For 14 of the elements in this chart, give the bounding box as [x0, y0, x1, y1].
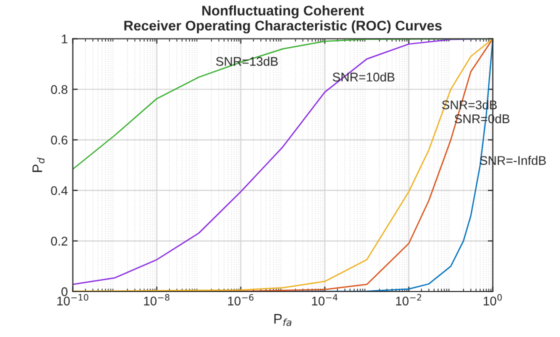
x-tick-label: 10$^{0}$	[484, 294, 502, 306]
x-tick-label: 10$^{−6}$	[228, 294, 254, 306]
y-tick-label: 1	[62, 34, 68, 44]
y-tick-label: 0	[61, 287, 68, 296]
x-tick-label: 10$^{−2}$	[396, 294, 422, 306]
y-tick-label: 0.2	[51, 236, 68, 246]
chart-title: Nonfluctuating Coherent Receiver Operating Characteristic (ROC) Curves	[124, 5, 442, 34]
y-tick-label: 0.6	[51, 136, 68, 145]
x-tick-label: 10$^{−4}$	[312, 294, 338, 306]
x-tick-label: 10$^{−8}$	[144, 294, 170, 306]
y-tick-label: 0.8	[51, 85, 68, 94]
y-tick-label: 0.4	[51, 186, 68, 196]
y-axis-title: P$_{d}$	[32, 158, 45, 172]
x-axis-title: P$_{fa}$	[274, 314, 292, 326]
